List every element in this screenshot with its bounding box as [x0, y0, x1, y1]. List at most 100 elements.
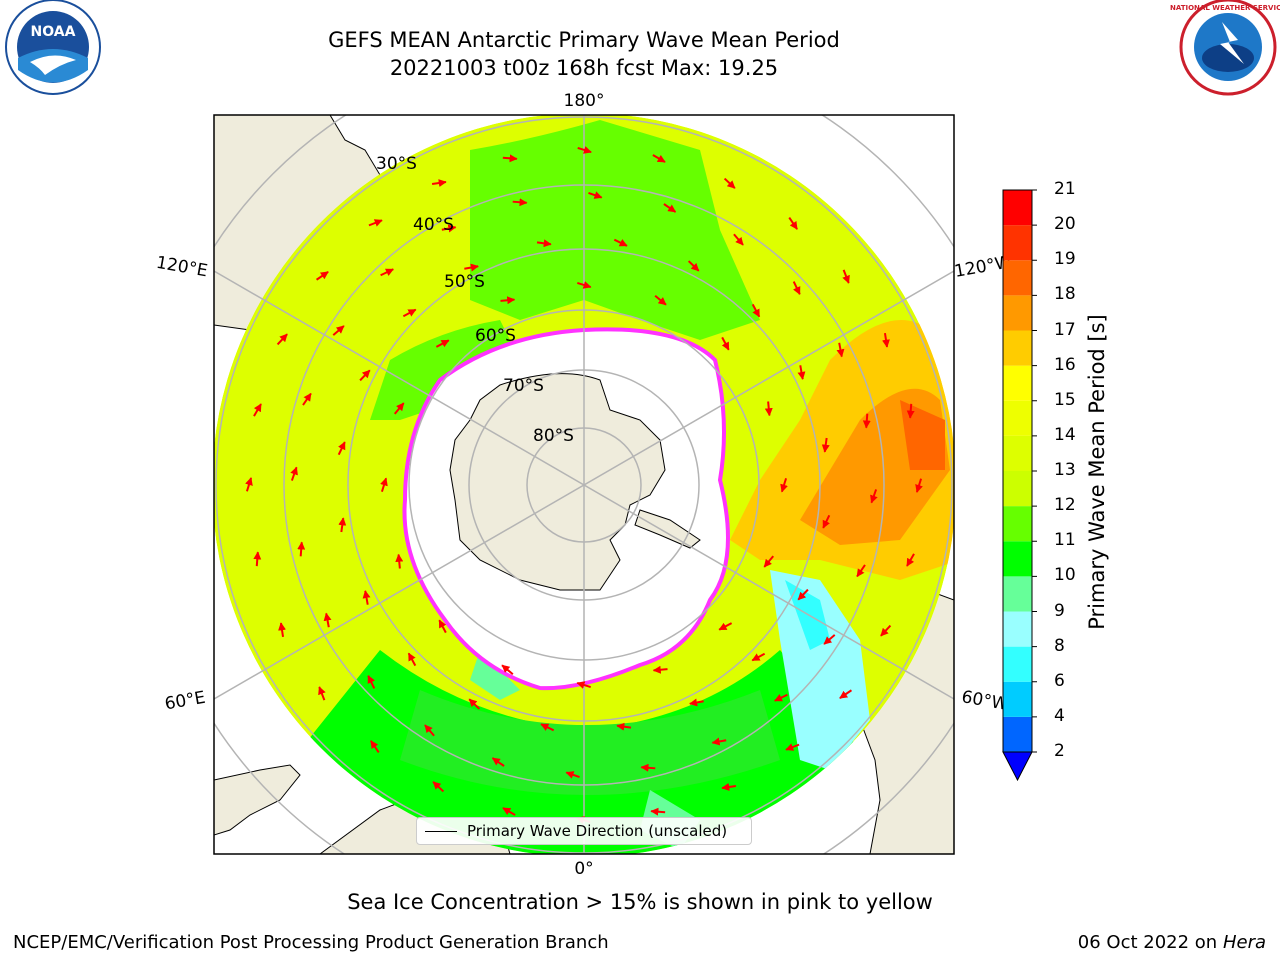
- colorbar-segment: [1003, 295, 1032, 331]
- wave-direction-arrow: [839, 689, 853, 699]
- colorbar-tick-label: 17: [1054, 319, 1076, 340]
- colorbar-segment: [1003, 435, 1032, 471]
- lat-label-60s: 60°S: [475, 326, 516, 346]
- wave-direction-arrow: [906, 403, 915, 419]
- colorbar-segment: [1003, 365, 1032, 401]
- wave-direction-arrow: [402, 308, 417, 318]
- wave-direction-arrow: [576, 681, 591, 689]
- wave-direction-arrow: [368, 219, 383, 227]
- colorbar-tick-label: 2: [1054, 741, 1065, 761]
- wave-direction-arrow: [302, 392, 312, 406]
- wave-direction-arrow: [337, 441, 346, 456]
- footer-host: Hera: [1222, 932, 1266, 953]
- wave-direction-arrow: [323, 612, 332, 628]
- wave-direction-arrow: [788, 216, 798, 230]
- legend-line-sample: [425, 831, 457, 832]
- colorbar-tick-label: 10: [1054, 565, 1076, 586]
- wave-direction-arrow: [359, 369, 371, 382]
- colorbar-tick-label: 21: [1054, 179, 1076, 199]
- wave-direction-arrow: [565, 771, 580, 779]
- wave-direction-arrow: [276, 333, 288, 346]
- wave-direction-arrow: [616, 722, 632, 731]
- wave-direction-arrow: [424, 724, 435, 737]
- colorbar-tick-label: 12: [1054, 495, 1076, 516]
- wave-direction-arrow: [821, 437, 830, 453]
- colorbar-tick-label: 16: [1054, 354, 1076, 375]
- wave-direction-arrow: [395, 553, 404, 569]
- colorbar-tick-label: 6: [1054, 670, 1065, 691]
- wave-direction-arrow: [687, 260, 700, 272]
- wave-direction-arrow: [764, 401, 773, 417]
- wave-direction-arrow: [367, 675, 376, 689]
- wave-direction-arrow: [502, 154, 518, 163]
- colorbar: [1002, 189, 1037, 782]
- wave-direction-arrow: [663, 203, 677, 213]
- lat-label-50s: 50°S: [444, 272, 485, 292]
- wave-direction-arrow: [431, 179, 447, 187]
- wave-direction-arrow: [245, 477, 253, 492]
- wave-direction-arrow: [464, 263, 479, 272]
- wave-direction-arrow: [253, 403, 262, 417]
- lat-label-40s: 40°S: [413, 215, 454, 235]
- wave-direction-arrow: [797, 365, 806, 380]
- footer-date: 06 Oct 2022 on Hera: [1078, 932, 1266, 953]
- colorbar-tick-label: 15: [1054, 389, 1076, 410]
- wave-direction-arrow: [512, 198, 528, 207]
- wave-direction-arrow: [842, 269, 850, 284]
- nws-logo: NATIONAL WEATHER SERVICE: [1170, 0, 1280, 96]
- wave-direction-arrow: [836, 342, 845, 358]
- wave-direction-arrow: [501, 664, 514, 676]
- wave-direction-arrow: [723, 177, 736, 189]
- wave-direction-arrow: [380, 477, 388, 492]
- wave-direction-arrow: [438, 619, 447, 634]
- colorbar-tick-label: 4: [1054, 705, 1065, 726]
- lat-label-70s: 70°S: [503, 376, 544, 396]
- colorbar-segment: [1003, 576, 1032, 612]
- legend-text: Primary Wave Direction (unscaled): [467, 822, 728, 840]
- wave-direction-arrow: [491, 757, 505, 767]
- colorbar-title: Primary Wave Mean Period [s]: [1085, 314, 1109, 630]
- colorbar-segment: [1003, 471, 1032, 507]
- wave-direction-arrow: [290, 466, 298, 481]
- wave-direction-arrow: [315, 271, 329, 281]
- colorbar-segment: [1003, 716, 1032, 752]
- colorbar-segment: [1003, 225, 1032, 261]
- wave-direction-arrow: [468, 698, 481, 710]
- chart-title-line2: 20221003 t00z 168h fcst Max: 19.25: [389, 56, 779, 80]
- colorbar-segment: [1003, 646, 1032, 682]
- wave-direction-arrow: [502, 807, 516, 816]
- wave-direction-arrow: [318, 686, 326, 701]
- colorbar-segment: [1003, 681, 1032, 717]
- antarctic-peninsula: [634, 509, 701, 549]
- colorbar-tick-label: 14: [1054, 424, 1076, 445]
- sea-ice-note: Sea Ice Concentration > 15% is shown in …: [347, 890, 933, 914]
- colorbar-segment: [1003, 506, 1032, 542]
- wave-direction-arrow: [751, 652, 766, 662]
- noaa-logo: NOAA: [5, 0, 101, 95]
- wave-direction-arrow: [721, 783, 737, 791]
- colorbar-tick-label: 11: [1054, 530, 1076, 551]
- colorbar-tick-label: 19: [1054, 249, 1076, 270]
- lat-label-80s: 80°S: [533, 426, 574, 446]
- colorbar-tick-label: 13: [1054, 460, 1076, 480]
- wave-direction-arrow: [577, 281, 592, 289]
- wave-direction-arrow: [338, 517, 347, 533]
- latitude-labels: 30°S 40°S 50°S 60°S 70°S 80°S: [376, 154, 574, 446]
- noaa-logo-text: NOAA: [31, 24, 76, 40]
- lat-label-30s: 30°S: [376, 154, 417, 174]
- wave-direction-arrow: [362, 590, 371, 605]
- colorbar-tick-label: 20: [1054, 214, 1076, 235]
- wave-direction-arrow: [822, 514, 831, 529]
- wave-direction-arrow: [297, 541, 306, 557]
- wave-direction-arrow: [721, 336, 730, 351]
- colorbar-segment: [1003, 190, 1032, 226]
- colorbar-segment: [1003, 260, 1032, 296]
- wave-direction-arrow: [862, 413, 871, 429]
- wave-direction-arrow: [774, 693, 788, 702]
- nws-logo-text: NATIONAL WEATHER SERVICE: [1170, 4, 1280, 12]
- footer-date-text: 06 Oct 2022 on: [1077, 932, 1218, 953]
- wave-direction-arrow: [577, 146, 592, 154]
- wave-direction-arrow: [441, 224, 457, 233]
- map-border: [213, 114, 955, 855]
- graticule: [214, 115, 954, 854]
